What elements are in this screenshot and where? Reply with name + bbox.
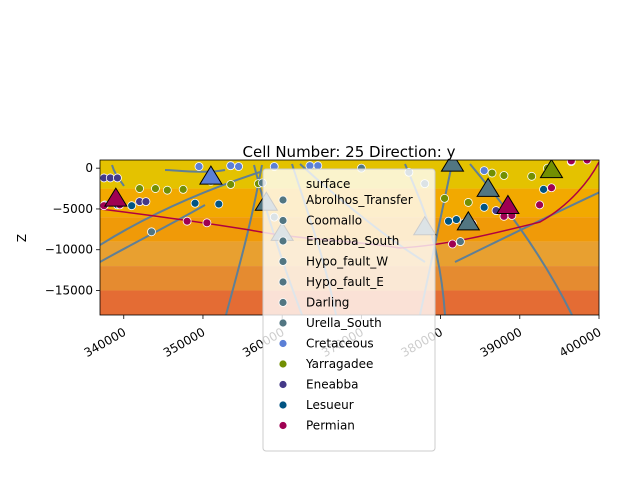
orientation-marker [496,194,520,214]
chart-title: Cell Number: 25 Direction: y [243,143,456,161]
legend-marker [278,318,288,328]
data-point [113,173,122,183]
x-tick-label: 340000 [82,325,129,360]
legend-marker [278,236,288,246]
data-point [226,161,236,171]
data-point [440,193,449,203]
orientation-marker [198,165,223,185]
data-point [539,184,548,194]
data-point [162,185,172,195]
data-point [479,166,489,176]
data-point [182,216,192,226]
y-axis-label: Z [15,234,29,242]
data-point [194,162,204,171]
data-point [479,202,489,212]
data-point [127,201,137,211]
data-point [455,237,465,246]
legend-entry-label: Lesueur [306,398,354,412]
fault-line [164,169,226,173]
data-point [547,183,556,193]
data-point [151,184,160,193]
x-tick-label: 350000 [161,325,208,360]
data-point [234,162,244,171]
legend-marker [278,216,288,225]
x-tick-label: 400000 [557,325,604,360]
legend-entry-label: Abrolhos_Transfer [306,193,413,207]
data-point [226,180,236,189]
fault-line [100,171,261,246]
data-point [535,200,544,210]
y-tick-label: 0 [85,161,93,175]
x-tick-label: 390000 [478,325,525,360]
y-tick-label: −15000 [45,284,93,298]
orientation-marker [539,160,564,179]
data-point [147,227,156,237]
data-point [463,198,473,207]
data-point [452,215,461,224]
legend-marker [278,277,288,287]
legend-entry-label: Eneabba [306,378,359,392]
legend-entry-label: Permian [306,419,355,433]
data-point [499,171,509,180]
legend-entry-label: Urella_South [306,316,382,330]
data-point [487,168,497,178]
legend-marker [278,339,288,348]
data-point [582,160,592,165]
data-point [178,184,188,194]
legend-marker [278,380,288,389]
orientation-marker [456,210,481,231]
y-tick-label: −5000 [52,202,93,216]
legend-marker [278,257,288,266]
fault-line [454,191,599,263]
fault-line [469,163,573,315]
legend-entry-label: Hypo_fault_W [306,255,388,269]
data-point [135,184,145,193]
orientation-marker [440,160,465,172]
y-axis: 0 −5000 −10000 −15000 [45,161,100,298]
orientation-marker [476,177,501,197]
legend-entry-label: Yarragadee [305,357,373,371]
data-point [141,197,151,207]
data-point [214,199,224,209]
y-tick-label: −10000 [45,243,93,257]
orientation-marker [103,187,128,207]
data-point [190,198,200,208]
legend-marker [278,400,288,410]
data-point [527,171,537,181]
legend: surface Abrolhos_Transfer Coomallo Eneabba… [262,168,436,452]
data-point [448,239,457,249]
legend-marker [278,421,288,430]
data-point [444,216,453,226]
legend-marker [278,298,288,307]
legend-entry-label: Cretaceous [306,337,374,351]
data-point [202,218,212,228]
legend-title: surface [306,177,350,191]
legend-marker [278,359,288,369]
legend-entry-label: Coomallo [306,214,362,228]
legend-entry-label: Eneabba_South [306,234,399,248]
data-point [566,160,576,166]
legend-entry-label: Darling [306,296,349,310]
legend-box [262,168,436,452]
legend-marker [278,195,288,205]
legend-entry-label: Hypo_fault_E [306,275,384,289]
